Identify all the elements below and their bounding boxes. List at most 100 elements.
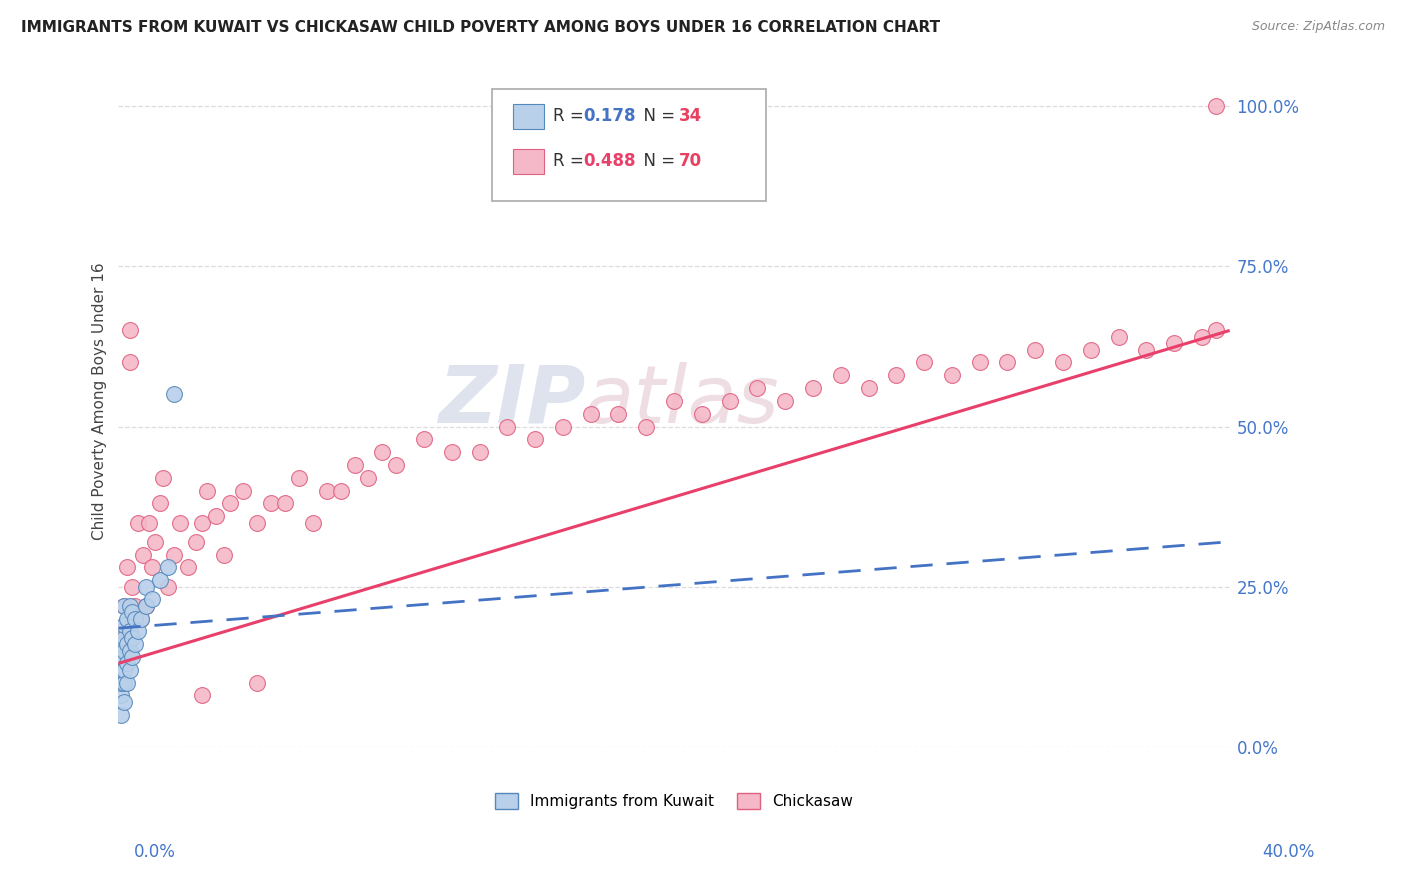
Text: 70: 70	[679, 152, 702, 169]
Point	[191, 516, 214, 530]
Point	[112, 599, 135, 613]
Point	[163, 548, 186, 562]
Text: 0.0%: 0.0%	[134, 843, 176, 861]
Point	[302, 516, 325, 530]
Point	[496, 419, 519, 434]
Point	[1024, 343, 1046, 357]
Point	[118, 643, 141, 657]
Point	[579, 407, 602, 421]
Text: 0.178: 0.178	[583, 107, 636, 125]
Y-axis label: Child Poverty Among Boys Under 16: Child Poverty Among Boys Under 16	[93, 262, 107, 540]
Point	[115, 637, 138, 651]
Point	[115, 675, 138, 690]
Point	[132, 548, 155, 562]
Point	[773, 393, 796, 408]
Point	[177, 560, 200, 574]
Point	[969, 355, 991, 369]
Point	[157, 560, 180, 574]
Point	[115, 611, 138, 625]
Point	[110, 650, 132, 665]
Point	[118, 355, 141, 369]
Point	[163, 387, 186, 401]
Point	[127, 516, 149, 530]
Point	[129, 611, 152, 625]
Point	[115, 657, 138, 671]
Point	[135, 580, 157, 594]
Point	[385, 458, 408, 472]
Point	[124, 599, 146, 613]
Text: N =: N =	[633, 107, 681, 125]
Point	[191, 689, 214, 703]
Point	[246, 675, 269, 690]
Point	[274, 496, 297, 510]
Point	[169, 516, 191, 530]
Point	[636, 419, 658, 434]
Point	[1052, 355, 1074, 369]
Point	[1108, 330, 1130, 344]
Point	[138, 516, 160, 530]
Text: N =: N =	[633, 152, 681, 169]
Point	[747, 381, 769, 395]
Point	[371, 445, 394, 459]
Point	[1205, 99, 1227, 113]
Text: 0.488: 0.488	[583, 152, 636, 169]
Point	[246, 516, 269, 530]
Point	[607, 407, 630, 421]
Point	[551, 419, 574, 434]
Point	[260, 496, 283, 510]
Text: 40.0%: 40.0%	[1263, 843, 1315, 861]
Point	[343, 458, 366, 472]
Point	[121, 650, 143, 665]
Point	[329, 483, 352, 498]
Point	[110, 675, 132, 690]
Text: IMMIGRANTS FROM KUWAIT VS CHICKASAW CHILD POVERTY AMONG BOYS UNDER 16 CORRELATIO: IMMIGRANTS FROM KUWAIT VS CHICKASAW CHIL…	[21, 20, 941, 35]
Point	[662, 393, 685, 408]
Point	[357, 471, 380, 485]
Point	[801, 381, 824, 395]
Point	[218, 496, 240, 510]
Point	[129, 611, 152, 625]
Point	[112, 675, 135, 690]
Point	[112, 695, 135, 709]
Point	[135, 599, 157, 613]
Point	[997, 355, 1019, 369]
Point	[195, 483, 218, 498]
Point	[141, 560, 163, 574]
Point	[110, 707, 132, 722]
Point	[118, 323, 141, 337]
Point	[118, 624, 141, 639]
Point	[112, 663, 135, 677]
Point	[121, 631, 143, 645]
Point	[315, 483, 337, 498]
Point	[212, 548, 235, 562]
Point	[124, 637, 146, 651]
Point	[1135, 343, 1157, 357]
Point	[110, 663, 132, 677]
Text: atlas: atlas	[585, 362, 780, 440]
Point	[830, 368, 852, 383]
Point	[884, 368, 907, 383]
Point	[124, 611, 146, 625]
Point	[690, 407, 713, 421]
Point	[110, 624, 132, 639]
Point	[141, 592, 163, 607]
Point	[152, 471, 174, 485]
Point	[118, 663, 141, 677]
Point	[204, 509, 226, 524]
Point	[149, 573, 172, 587]
Text: ZIP: ZIP	[437, 362, 585, 440]
Point	[941, 368, 963, 383]
Point	[143, 534, 166, 549]
Point	[121, 605, 143, 619]
Point	[115, 560, 138, 574]
Point	[112, 643, 135, 657]
Text: 34: 34	[679, 107, 703, 125]
Legend: Immigrants from Kuwait, Chickasaw: Immigrants from Kuwait, Chickasaw	[489, 787, 859, 815]
Point	[112, 618, 135, 632]
Point	[110, 637, 132, 651]
Point	[1163, 336, 1185, 351]
Point	[718, 393, 741, 408]
Point	[118, 599, 141, 613]
Point	[468, 445, 491, 459]
Point	[1191, 330, 1213, 344]
